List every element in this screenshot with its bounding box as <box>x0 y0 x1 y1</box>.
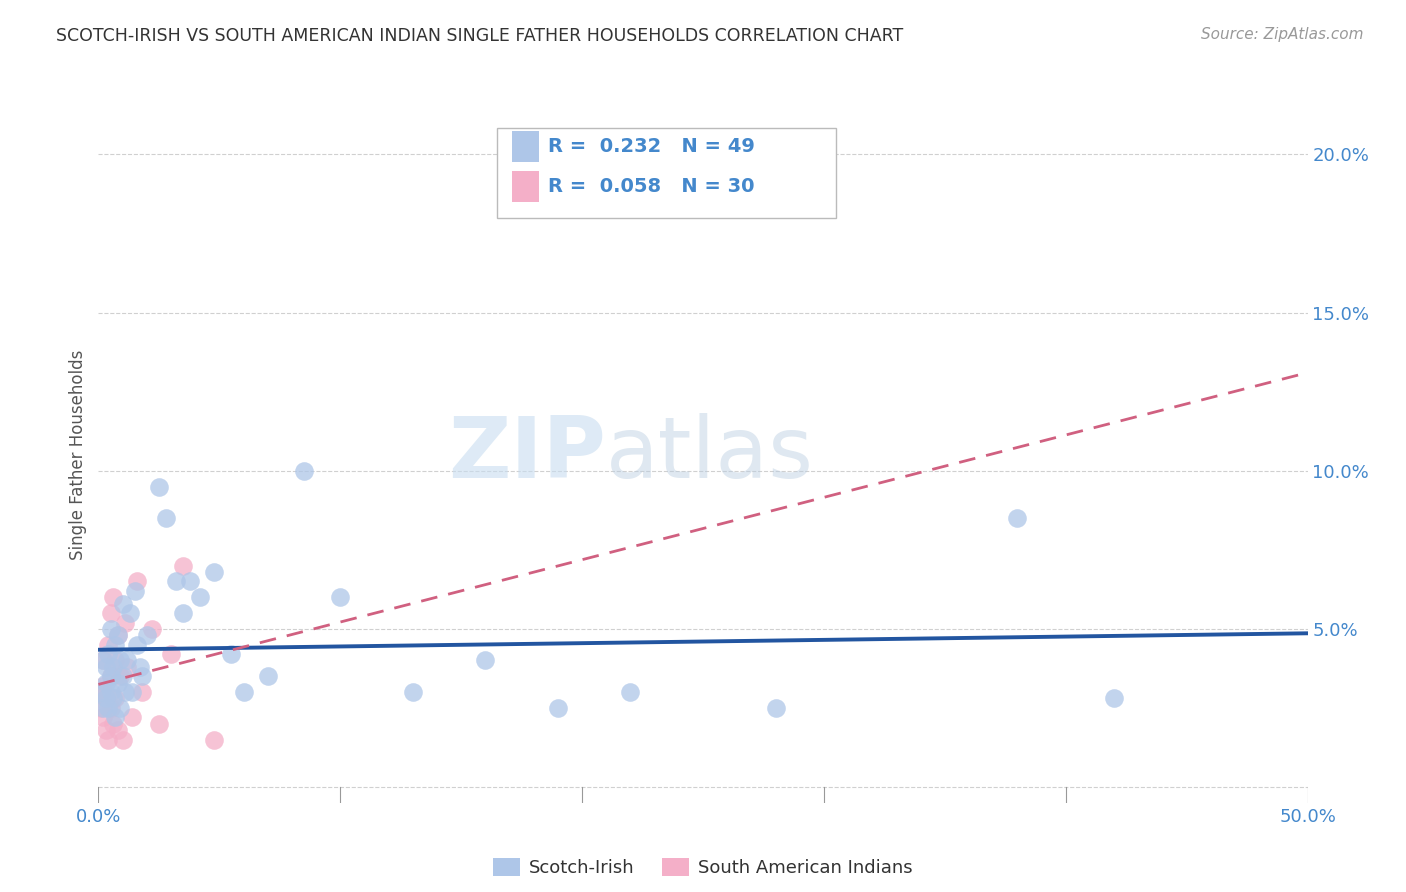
Text: atlas: atlas <box>606 413 814 497</box>
Point <box>108 701 131 715</box>
Point <box>97 701 120 715</box>
Point <box>204 565 226 579</box>
Point <box>91 710 114 724</box>
Point <box>1007 511 1029 525</box>
Point <box>91 653 114 667</box>
Point <box>94 723 117 737</box>
Point <box>91 701 114 715</box>
Point <box>1102 691 1125 706</box>
Point <box>107 723 129 737</box>
Point <box>221 647 243 661</box>
Point <box>619 685 641 699</box>
Point <box>148 716 170 731</box>
Text: R =  0.058   N = 30: R = 0.058 N = 30 <box>548 177 755 196</box>
Point <box>100 669 122 683</box>
Point <box>117 660 139 674</box>
Point <box>117 653 139 667</box>
Point <box>188 591 211 605</box>
Point <box>547 701 569 715</box>
Point <box>111 597 134 611</box>
Point <box>118 606 141 620</box>
Point <box>107 628 129 642</box>
Point <box>91 653 114 667</box>
Point <box>90 701 112 715</box>
Point <box>474 653 496 667</box>
Point <box>121 685 143 699</box>
Point <box>114 685 136 699</box>
Point <box>155 511 177 525</box>
Point <box>111 669 134 683</box>
Point <box>107 675 129 690</box>
Point <box>402 685 425 699</box>
Point <box>100 669 122 683</box>
Point <box>104 653 127 667</box>
Point <box>256 669 278 683</box>
Point <box>127 574 149 589</box>
Point <box>204 732 226 747</box>
Point <box>107 628 129 642</box>
Point <box>100 622 122 636</box>
FancyBboxPatch shape <box>498 128 837 219</box>
Point <box>292 464 315 478</box>
Point <box>232 685 254 699</box>
Point <box>141 622 163 636</box>
Point <box>148 479 170 493</box>
Text: R =  0.232   N = 49: R = 0.232 N = 49 <box>548 137 755 156</box>
Point <box>127 638 149 652</box>
Point <box>91 679 114 693</box>
Point <box>90 685 112 699</box>
Point <box>101 691 124 706</box>
Point <box>97 638 120 652</box>
Point <box>165 574 187 589</box>
Point <box>97 647 120 661</box>
Point <box>172 606 194 620</box>
Point <box>104 710 127 724</box>
Point <box>94 660 117 674</box>
Point <box>94 691 117 706</box>
Point <box>114 615 136 630</box>
Point <box>101 591 124 605</box>
Point <box>108 669 131 683</box>
FancyBboxPatch shape <box>512 170 538 202</box>
Point <box>131 669 153 683</box>
Point <box>94 675 117 690</box>
Point <box>104 691 127 706</box>
Point <box>100 606 122 620</box>
FancyBboxPatch shape <box>512 131 538 162</box>
Point <box>94 691 117 706</box>
Point <box>101 716 124 731</box>
Point <box>97 732 120 747</box>
Point <box>108 653 131 667</box>
Text: SCOTCH-IRISH VS SOUTH AMERICAN INDIAN SINGLE FATHER HOUSEHOLDS CORRELATION CHART: SCOTCH-IRISH VS SOUTH AMERICAN INDIAN SI… <box>56 27 904 45</box>
Text: ZIP: ZIP <box>449 413 606 497</box>
Point <box>765 701 787 715</box>
Point <box>131 685 153 699</box>
Point <box>111 732 134 747</box>
Point <box>172 558 194 573</box>
Point <box>104 638 127 652</box>
Legend: Scotch-Irish, South American Indians: Scotch-Irish, South American Indians <box>486 850 920 884</box>
Point <box>135 628 157 642</box>
Point <box>90 685 112 699</box>
Point <box>179 574 201 589</box>
Point <box>100 685 122 699</box>
Point <box>124 583 146 598</box>
Point <box>121 710 143 724</box>
Point <box>329 591 352 605</box>
Point <box>101 660 124 674</box>
Point <box>160 647 183 661</box>
Point <box>100 701 122 715</box>
Point <box>128 660 150 674</box>
Text: Source: ZipAtlas.com: Source: ZipAtlas.com <box>1201 27 1364 42</box>
Y-axis label: Single Father Households: Single Father Households <box>69 350 87 560</box>
